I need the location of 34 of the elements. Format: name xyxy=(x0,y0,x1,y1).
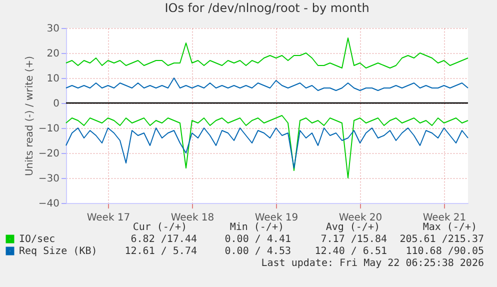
y-tick-label: 30 xyxy=(46,24,60,34)
text: 7.17 /15.84 xyxy=(320,234,387,246)
x-tick-label: Week 18 xyxy=(170,212,214,224)
x-tick-label: Week 19 xyxy=(254,212,298,224)
x-tick-label: Week 21 xyxy=(422,212,466,224)
text: 0.00 / 4.53 xyxy=(224,246,291,258)
text: 12.40 / 6.51 xyxy=(314,246,387,258)
line-series xyxy=(66,78,468,91)
y-axis-title: Units read (-) / write (+) xyxy=(24,56,36,176)
y-tick-label: −20 xyxy=(38,148,60,160)
y-tick-label: 0 xyxy=(53,98,60,110)
text: Cur (-/+) xyxy=(132,222,187,234)
text: Avg (-/+) xyxy=(326,222,380,234)
text: 205.61 /215.37 xyxy=(400,234,484,246)
chart-title: IOs for /dev/nlnog/root - by month xyxy=(164,1,370,15)
y-tick-label: 10 xyxy=(46,74,60,84)
text: Last update: Fri May 22 06:25:38 2026 xyxy=(261,258,484,270)
text: Max (-/+) xyxy=(422,222,477,234)
y-tick-label: −40 xyxy=(38,198,60,210)
line-series xyxy=(66,115,468,178)
legend-label: Req Size (KB) xyxy=(19,246,98,257)
text: 110.68 /90.05 xyxy=(406,246,484,258)
text: 0.00 / 4.41 xyxy=(224,234,291,246)
legend-label: IO/sec xyxy=(19,234,56,245)
text: 12.61 / 5.74 xyxy=(124,246,197,258)
y-tick-label: 20 xyxy=(46,48,60,60)
line-series xyxy=(66,128,468,168)
line-series xyxy=(66,38,468,68)
y-tick-label: −30 xyxy=(38,174,60,184)
x-tick-label: Week 17 xyxy=(86,212,130,224)
text: Min (-/+) xyxy=(230,222,284,234)
y-tick-label: −10 xyxy=(38,124,60,134)
x-tick-label: Week 20 xyxy=(338,212,382,224)
text: 6.82 /17.44 xyxy=(130,234,197,246)
